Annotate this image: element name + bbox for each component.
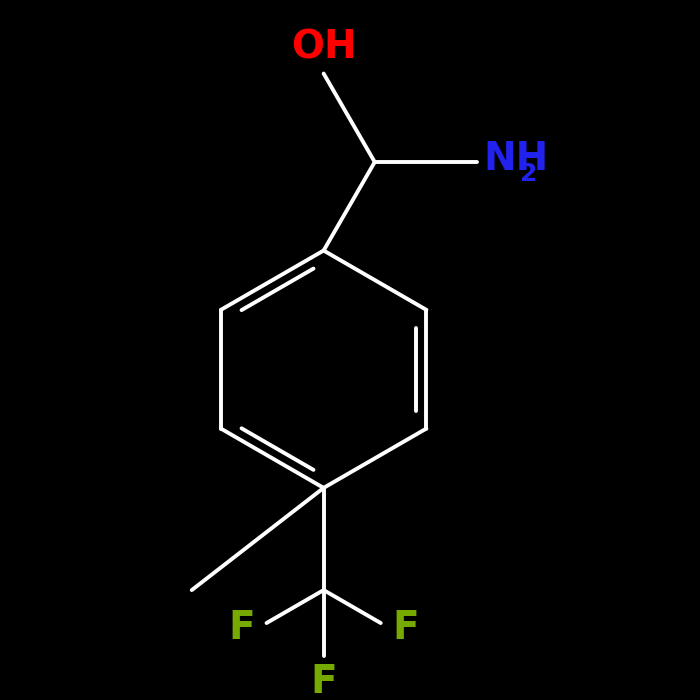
Text: OH: OH <box>290 29 356 67</box>
Text: F: F <box>228 609 255 648</box>
Text: F: F <box>310 663 337 700</box>
Text: NH: NH <box>484 140 549 178</box>
Text: F: F <box>393 609 419 648</box>
Text: 2: 2 <box>520 162 537 186</box>
